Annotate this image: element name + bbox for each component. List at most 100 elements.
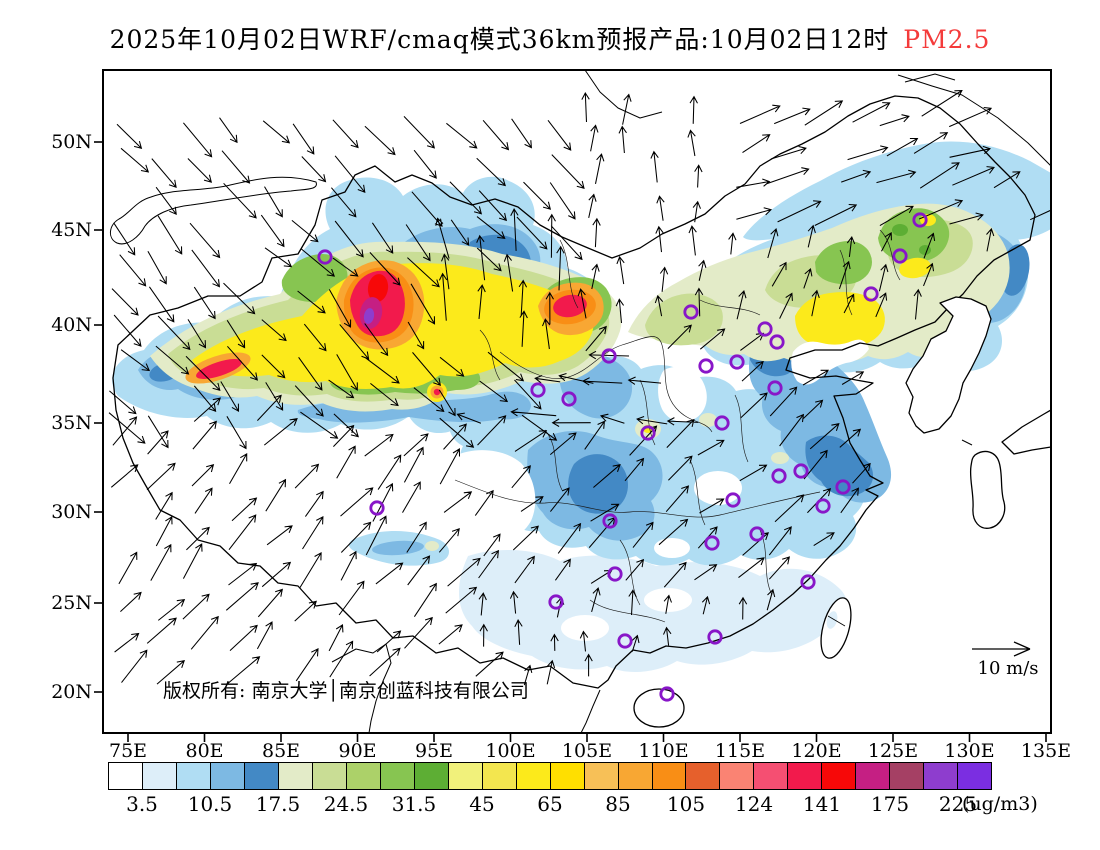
colorbar-cell: [720, 763, 755, 789]
lat-label: 35N: [51, 412, 92, 434]
colorbar-cell: [142, 763, 177, 789]
station-marker: [317, 249, 333, 265]
page-title: 2025年10月02日WRF/cmaq模式36km预报产品:10月02日12时 P…: [0, 20, 1100, 56]
colorbar-tick-label: 225: [938, 792, 978, 816]
station-marker: [863, 286, 879, 302]
colorbar-cell: [448, 763, 483, 789]
lon-label: 130E: [944, 740, 995, 762]
lat-label: 30N: [51, 501, 92, 523]
colorbar-tick-label: 31.5: [391, 792, 437, 816]
contour-fills: [112, 141, 1051, 673]
japan-honshu: [1001, 409, 1051, 455]
colorbar-cell: [380, 763, 415, 789]
taiwan-island: [820, 597, 852, 659]
wind-arrow-paths: [108, 89, 1051, 686]
china-national-border: [112, 95, 1036, 689]
lat-label: 40N: [51, 314, 92, 336]
lon-label: 135E: [1020, 740, 1072, 762]
station-marker: [892, 248, 908, 264]
lon-label: 85E: [261, 740, 301, 762]
colorbar-cell: [414, 763, 449, 789]
lake-balkhash: [110, 176, 317, 245]
station-marker: [617, 633, 633, 649]
station-marker: [771, 468, 787, 484]
colorbar-tick-label: 3.5: [126, 792, 158, 816]
colorbar-cell: [312, 763, 347, 789]
station-marker: [725, 492, 741, 508]
lon-label: 90E: [338, 740, 377, 762]
lon-label: 80E: [185, 740, 224, 762]
wind-scale-label: 10 m/s: [977, 658, 1039, 679]
station-marker: [757, 321, 773, 337]
station-marker: [704, 535, 720, 551]
colorbar-cell: [584, 763, 619, 789]
station-marker: [601, 348, 617, 364]
colorbar-cell: [924, 763, 959, 789]
station-marker: [369, 500, 385, 516]
station-marker: [707, 629, 723, 645]
station-marker: [698, 358, 714, 374]
pollutant-label: PM2.5: [903, 25, 991, 54]
colorbar-cell: [278, 763, 313, 789]
colorbar-tick-label: 65: [537, 792, 563, 816]
station-marker: [815, 498, 831, 514]
lon-label: 125E: [867, 740, 919, 762]
lon-label: 105E: [561, 740, 613, 762]
station-marker: [749, 526, 765, 542]
colorbar-cell: [482, 763, 517, 789]
station-marker: [912, 212, 928, 228]
colorbar-cell: [788, 763, 823, 789]
station-marker: [640, 425, 656, 441]
colorbar-cell: [176, 763, 211, 789]
station-marker: [769, 334, 785, 350]
station-marker: [561, 391, 577, 407]
lon-label: 110E: [638, 740, 689, 762]
station-marker: [683, 304, 699, 320]
colorbar-tick-label: 105: [666, 792, 706, 816]
station-marker: [548, 594, 564, 610]
station-marker: [714, 415, 730, 431]
map-frame: [102, 69, 1052, 734]
colorbar-tick-label: 10.5: [187, 792, 233, 816]
colorbar-tick-label: 141: [802, 792, 842, 816]
title-text: 2025年10月02日WRF/cmaq模式36km预报产品:10月02日12时: [109, 25, 890, 54]
colorbar-tick-label: 45: [469, 792, 495, 816]
colorbar-tick-label: 17.5: [255, 792, 301, 816]
lon-label: 120E: [791, 740, 842, 762]
colorbar-tick-label: 85: [605, 792, 631, 816]
coastlines-borders: [110, 70, 1051, 733]
wind-scale-arrow: [972, 641, 1031, 657]
lat-label: 45N: [51, 219, 92, 241]
wind-vector-field: [108, 89, 1051, 686]
graticule-ticks: [94, 141, 1047, 742]
lon-label: 95E: [414, 740, 454, 762]
korea-peninsula: [905, 296, 992, 434]
colorbar-cell: [109, 763, 143, 789]
colorbar-cell: [346, 763, 381, 789]
copyright-text: 版权所有: 南京大学│南京创蓝科技有限公司: [163, 680, 529, 702]
colorbar-tick-label: 175: [870, 792, 910, 816]
station-marker: [767, 380, 783, 396]
station-markers: [317, 212, 928, 702]
province-borders: [454, 229, 901, 623]
station-marker: [607, 566, 623, 582]
lat-label: 25N: [51, 592, 92, 614]
colorbar-cell: [754, 763, 789, 789]
colorbar-cell: [856, 763, 891, 789]
station-marker: [659, 686, 675, 702]
station-marker: [530, 382, 546, 398]
lon-label: 100E: [485, 740, 536, 762]
colorbar-unit-label: (ug/m3): [962, 793, 1038, 815]
colorbar-cell: [652, 763, 687, 789]
station-marker: [793, 463, 809, 479]
station-marker: [729, 354, 745, 370]
colorbar-cell: [822, 763, 857, 789]
colorbar-cell: [210, 763, 245, 789]
colorbar-tick-label: 124: [734, 792, 774, 816]
colorbar-cell: [550, 763, 585, 789]
station-marker: [602, 513, 618, 529]
colorbar-tick-label: 24.5: [323, 792, 369, 816]
colorbar-cell: [244, 763, 279, 789]
